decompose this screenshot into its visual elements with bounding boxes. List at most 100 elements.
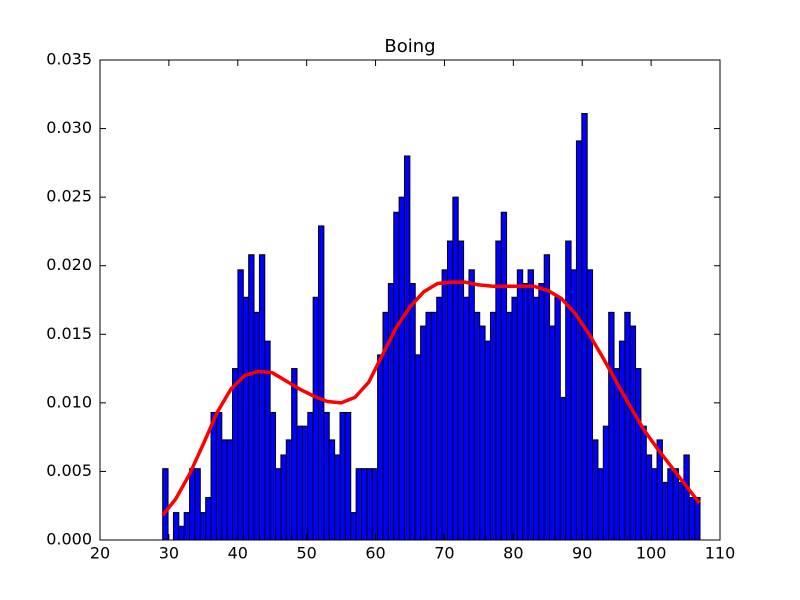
bar xyxy=(640,425,647,541)
bar xyxy=(592,439,599,541)
y-tick-label: 0.020 xyxy=(46,255,92,274)
bar xyxy=(178,525,185,541)
bar xyxy=(457,240,465,541)
bar xyxy=(199,512,207,541)
bar xyxy=(565,240,572,541)
bar xyxy=(635,368,642,541)
x-tick-label: 90 xyxy=(572,544,592,563)
bar xyxy=(613,368,620,541)
bar xyxy=(586,269,594,541)
bar xyxy=(430,311,438,541)
bar xyxy=(522,283,529,541)
x-tick-label: 20 xyxy=(90,544,110,563)
bar xyxy=(215,411,223,541)
bar xyxy=(549,325,556,541)
bar xyxy=(500,211,508,541)
bar xyxy=(479,325,486,541)
bar xyxy=(403,155,411,541)
y-tick-label: 0.000 xyxy=(46,530,92,549)
bar xyxy=(683,454,690,541)
x-tick-label: 100 xyxy=(636,544,667,563)
bar xyxy=(296,425,303,541)
x-tick-label: 110 xyxy=(705,544,736,563)
bar xyxy=(226,439,234,541)
bar xyxy=(463,296,470,541)
bar xyxy=(323,411,330,541)
bar xyxy=(339,411,346,541)
bar xyxy=(473,311,481,541)
bar xyxy=(602,425,610,541)
bar xyxy=(667,468,674,541)
bar xyxy=(678,481,685,541)
y-tick-label: 0.005 xyxy=(46,461,92,480)
bar xyxy=(312,296,320,541)
bar xyxy=(361,468,368,541)
x-tick-label: 40 xyxy=(228,544,248,563)
y-tick-label: 0.015 xyxy=(46,324,92,343)
bar xyxy=(446,240,454,541)
bar xyxy=(210,411,217,541)
bar xyxy=(248,254,255,541)
bar xyxy=(366,468,373,541)
bar xyxy=(280,454,287,541)
bar xyxy=(608,311,615,541)
bar xyxy=(328,439,336,541)
bar xyxy=(183,512,191,541)
x-tick-label: 50 xyxy=(296,544,316,563)
bar xyxy=(516,269,524,541)
bar xyxy=(694,496,701,541)
bar xyxy=(387,283,395,541)
bar xyxy=(575,140,583,541)
bar xyxy=(393,211,400,541)
x-tick-label: 30 xyxy=(159,544,179,563)
bar xyxy=(543,254,551,541)
bar xyxy=(189,468,196,541)
bar xyxy=(318,225,325,541)
bar xyxy=(559,396,567,541)
bar xyxy=(237,269,244,541)
bar xyxy=(194,468,201,541)
bar xyxy=(672,468,680,541)
bar xyxy=(377,354,384,541)
bar xyxy=(232,368,239,541)
bar xyxy=(409,283,416,541)
bar xyxy=(162,468,169,541)
x-tick-label: 60 xyxy=(365,544,385,563)
bar xyxy=(307,411,314,541)
y-tick-label: 0.010 xyxy=(46,392,92,411)
bar xyxy=(275,468,282,541)
bar xyxy=(661,481,669,541)
bar xyxy=(511,296,518,541)
bar xyxy=(468,269,475,541)
bar xyxy=(618,340,626,541)
bar xyxy=(285,439,293,541)
bar xyxy=(436,296,443,541)
bar xyxy=(645,454,653,541)
bar xyxy=(425,311,432,541)
y-tick-label: 0.035 xyxy=(46,50,92,69)
bar xyxy=(291,368,298,541)
bar xyxy=(269,411,277,541)
bar xyxy=(420,325,427,541)
bar xyxy=(597,468,604,541)
bar xyxy=(414,354,422,541)
bar xyxy=(629,325,637,541)
bar xyxy=(538,283,545,541)
bar xyxy=(172,512,180,541)
y-tick-label: 0.030 xyxy=(46,118,92,137)
bar xyxy=(532,296,540,541)
bar xyxy=(398,196,405,541)
bar xyxy=(527,269,534,541)
bar xyxy=(242,296,250,541)
bar xyxy=(258,254,266,541)
bar xyxy=(344,411,352,541)
x-tick-label: 70 xyxy=(434,544,454,563)
bar xyxy=(205,496,212,541)
bar xyxy=(651,468,658,541)
plot-frame xyxy=(99,59,721,541)
density-curve xyxy=(161,280,701,517)
bar xyxy=(489,311,497,541)
bar xyxy=(221,439,228,541)
bar xyxy=(452,196,459,541)
